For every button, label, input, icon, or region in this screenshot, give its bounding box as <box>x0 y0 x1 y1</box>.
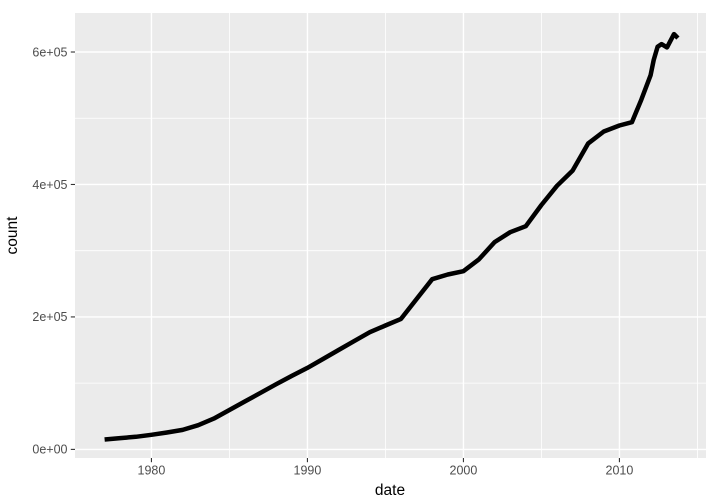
y-tick-label: 0e+00 <box>32 443 67 457</box>
panel-background <box>75 13 706 458</box>
data-line-series <box>104 31 680 442</box>
axis-ticks <box>70 51 620 463</box>
x-tick-label: 1990 <box>294 464 322 478</box>
y-tick-label: 6e+05 <box>32 45 67 59</box>
plot-panel <box>75 13 706 458</box>
y-tick-label: 2e+05 <box>32 310 67 324</box>
series-count-line <box>104 31 680 442</box>
x-tick-label: 1980 <box>138 464 166 478</box>
x-axis-title: date <box>375 482 405 499</box>
y-tick-label: 4e+05 <box>32 178 67 192</box>
gridlines <box>75 13 706 458</box>
axis-tick-labels: 1980 1990 2000 2010 0e+00 2e+05 4e+05 6e+05 <box>32 45 633 477</box>
y-axis-title: count <box>4 216 21 255</box>
x-tick-label: 2010 <box>606 464 634 478</box>
x-tick-label: 2000 <box>450 464 478 478</box>
